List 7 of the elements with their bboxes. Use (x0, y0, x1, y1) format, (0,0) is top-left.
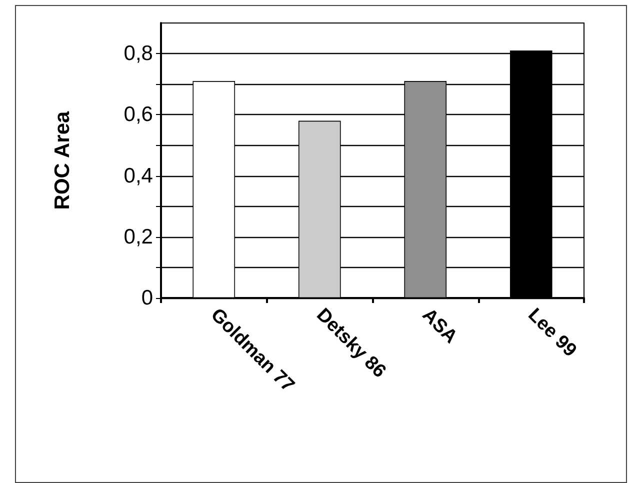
y-tick-label: 0,8 (124, 42, 153, 66)
y-tick-label: 0,4 (124, 164, 154, 188)
y-tick-label: 0 (141, 286, 153, 310)
x-tick-label: Lee 99 (524, 304, 580, 362)
y-tick-label: 0,2 (124, 225, 153, 248)
y-axis-title: ROC Area (51, 110, 74, 210)
y-tick-label: 0,6 (124, 103, 153, 126)
